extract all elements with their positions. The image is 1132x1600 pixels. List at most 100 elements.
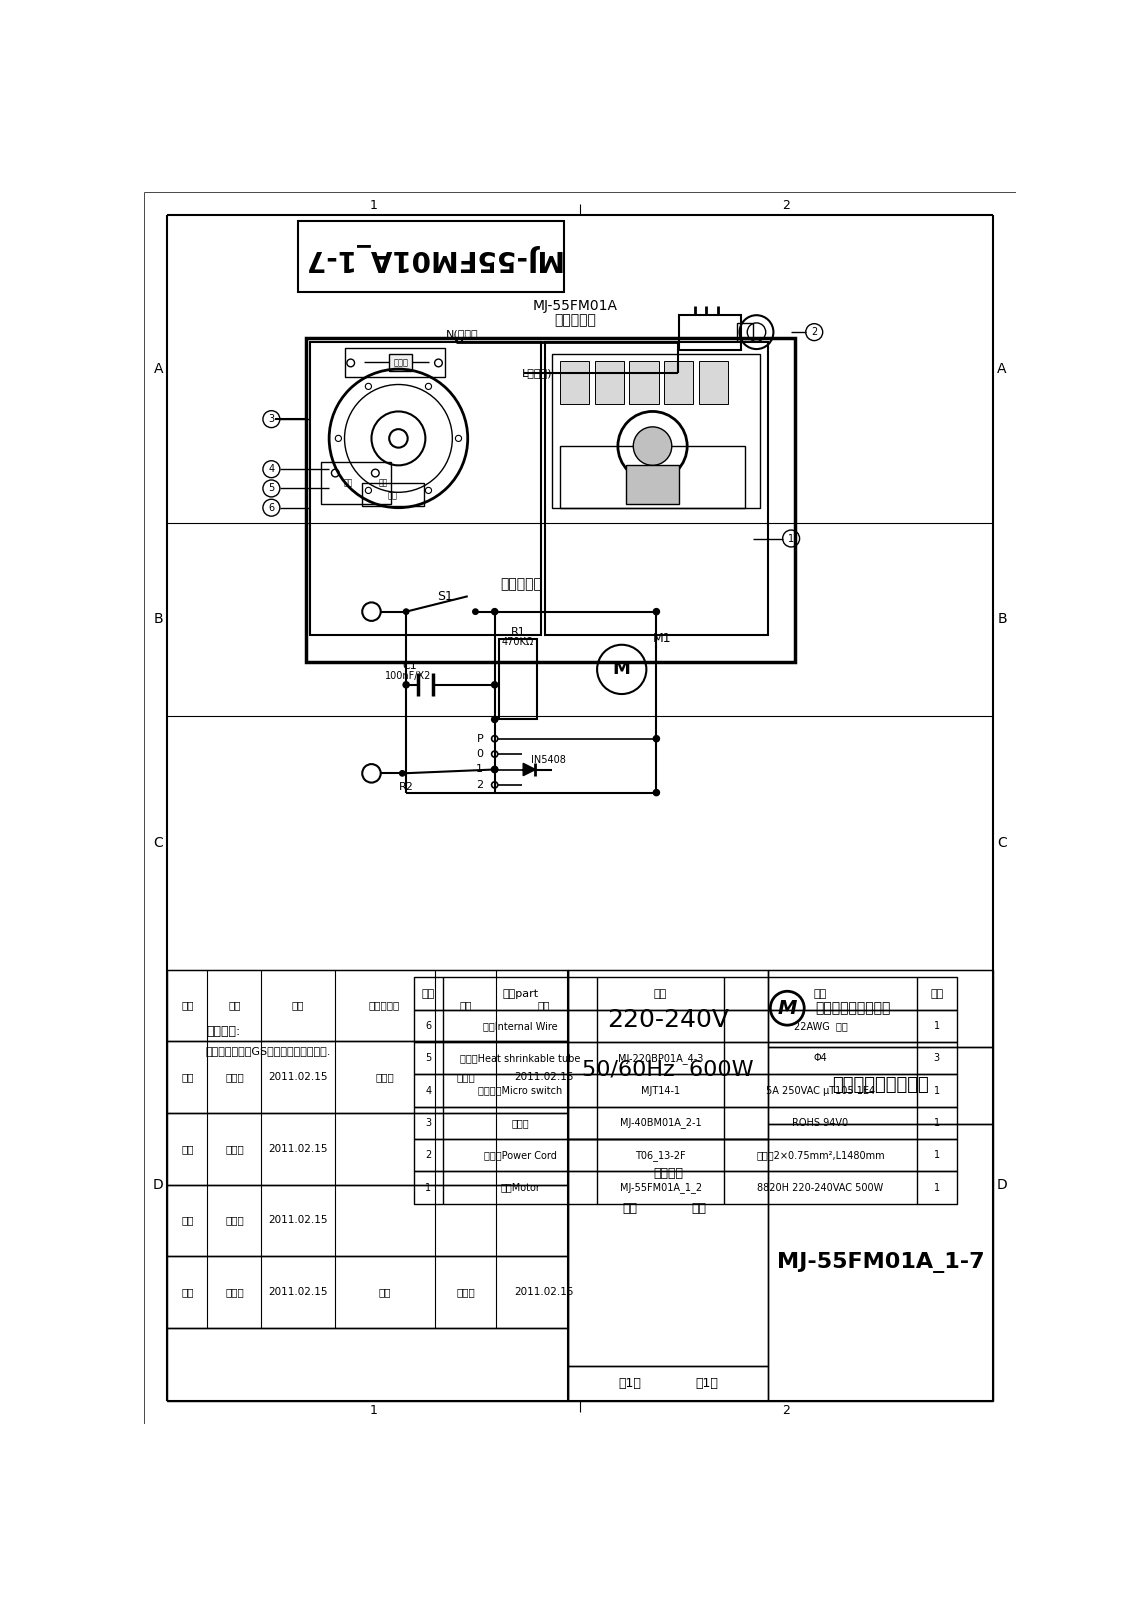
Text: 电路原理图及接线图: 电路原理图及接线图 bbox=[832, 1077, 929, 1094]
Bar bbox=[168, 970, 568, 1042]
Text: ROHS 94V0: ROHS 94V0 bbox=[792, 1118, 849, 1128]
Bar bbox=[344, 347, 445, 376]
Text: 序号: 序号 bbox=[422, 989, 435, 998]
Text: Φ4: Φ4 bbox=[814, 1053, 827, 1064]
Polygon shape bbox=[523, 763, 535, 776]
Text: 电路原理图: 电路原理图 bbox=[500, 578, 542, 592]
Text: 2011.02.15: 2011.02.15 bbox=[268, 1286, 327, 1298]
Bar bbox=[321, 461, 391, 504]
Bar bbox=[626, 466, 679, 504]
Bar bbox=[664, 362, 693, 403]
Bar bbox=[168, 1042, 568, 1114]
Bar bbox=[568, 1139, 767, 1366]
Bar bbox=[306, 338, 795, 662]
Text: 5: 5 bbox=[268, 483, 274, 493]
Text: D: D bbox=[997, 1178, 1007, 1192]
Text: 工艺: 工艺 bbox=[181, 1286, 194, 1298]
Text: 标记: 标记 bbox=[181, 1000, 194, 1011]
Text: 6: 6 bbox=[426, 1021, 431, 1030]
Text: 1: 1 bbox=[934, 1150, 940, 1160]
Text: 袁振洋: 袁振洋 bbox=[225, 1072, 243, 1082]
Text: 470KΩ: 470KΩ bbox=[501, 637, 534, 648]
Text: 签名: 签名 bbox=[460, 1000, 472, 1011]
Text: C1: C1 bbox=[403, 661, 418, 670]
Circle shape bbox=[653, 608, 660, 614]
Text: 50/60Hz  600W: 50/60Hz 600W bbox=[582, 1059, 754, 1080]
Circle shape bbox=[389, 429, 408, 448]
Text: 2: 2 bbox=[782, 200, 790, 213]
Circle shape bbox=[492, 766, 497, 773]
Text: 阶段标记: 阶段标记 bbox=[653, 1168, 683, 1181]
Text: 电机Motor: 电机Motor bbox=[500, 1182, 540, 1192]
Circle shape bbox=[403, 682, 409, 688]
Text: 22AWG  棕色: 22AWG 棕色 bbox=[794, 1021, 847, 1030]
Circle shape bbox=[400, 771, 405, 776]
Text: 所有元件需符合GS认证中所要求的部件.: 所有元件需符合GS认证中所要求的部件. bbox=[206, 1045, 332, 1056]
Text: 图号: 图号 bbox=[654, 989, 667, 998]
Bar bbox=[362, 483, 423, 506]
Text: MJT14-1: MJT14-1 bbox=[641, 1085, 680, 1096]
Text: IN5408: IN5408 bbox=[531, 755, 566, 765]
Text: MJ-55FM01A_1_2: MJ-55FM01A_1_2 bbox=[619, 1182, 702, 1194]
Text: 100nF/X2: 100nF/X2 bbox=[385, 670, 431, 680]
Text: 名称part: 名称part bbox=[501, 989, 538, 998]
Text: MJ-55FM01A_1-7: MJ-55FM01A_1-7 bbox=[777, 1251, 984, 1274]
Text: 4: 4 bbox=[426, 1085, 431, 1096]
Text: L（火线): L（火线) bbox=[522, 368, 552, 378]
Text: 电圈: 电圈 bbox=[388, 491, 398, 499]
Text: 电路接线图: 电路接线图 bbox=[555, 314, 597, 326]
Text: M1: M1 bbox=[652, 632, 671, 645]
Text: 1: 1 bbox=[370, 1403, 378, 1416]
Bar bbox=[310, 342, 541, 635]
Text: 5A 250VAC μT105 1E4: 5A 250VAC μT105 1E4 bbox=[766, 1085, 875, 1096]
Text: 设计: 设计 bbox=[181, 1072, 194, 1082]
Text: M: M bbox=[612, 661, 631, 678]
Text: 电源线Power Cord: 电源线Power Cord bbox=[483, 1150, 557, 1160]
Text: 3: 3 bbox=[268, 414, 274, 424]
Circle shape bbox=[403, 610, 409, 614]
Bar bbox=[594, 362, 624, 403]
Text: R1: R1 bbox=[511, 627, 525, 637]
Text: A: A bbox=[154, 362, 163, 376]
Text: 2011.02.15: 2011.02.15 bbox=[514, 1286, 573, 1298]
Bar bbox=[414, 1042, 957, 1075]
Bar bbox=[679, 315, 741, 350]
Circle shape bbox=[473, 610, 478, 614]
Text: 5: 5 bbox=[426, 1053, 431, 1064]
Text: 微动开关Micro switch: 微动开关Micro switch bbox=[478, 1085, 563, 1096]
Text: 批准: 批准 bbox=[378, 1286, 391, 1298]
Bar bbox=[698, 362, 728, 403]
Bar bbox=[544, 342, 767, 635]
Text: 比例: 比例 bbox=[692, 1202, 706, 1214]
Bar bbox=[414, 1171, 957, 1203]
Text: MJ-40BM01A_2-1: MJ-40BM01A_2-1 bbox=[620, 1117, 702, 1128]
Text: MJ-220BP01A_4-3: MJ-220BP01A_4-3 bbox=[618, 1053, 703, 1064]
Text: 6: 6 bbox=[268, 502, 274, 512]
Text: 2011.02.15: 2011.02.15 bbox=[268, 1216, 327, 1226]
Bar bbox=[767, 970, 993, 1046]
Bar bbox=[629, 362, 659, 403]
Circle shape bbox=[633, 427, 671, 466]
Text: 用量: 用量 bbox=[931, 989, 943, 998]
Text: 彭元鹏: 彭元鹏 bbox=[225, 1286, 243, 1298]
Bar bbox=[767, 1046, 993, 1123]
Text: C: C bbox=[997, 835, 1007, 850]
Text: A: A bbox=[997, 362, 1006, 376]
Bar bbox=[168, 1256, 568, 1328]
Text: 2011.02.15: 2011.02.15 bbox=[268, 1072, 327, 1082]
Text: 220-240V: 220-240V bbox=[607, 1008, 729, 1032]
Text: B: B bbox=[153, 613, 163, 626]
Bar bbox=[414, 1107, 957, 1139]
Text: 2: 2 bbox=[812, 326, 817, 338]
Text: MJ-55FM01A_1-7: MJ-55FM01A_1-7 bbox=[301, 243, 560, 270]
Bar bbox=[737, 323, 753, 341]
Text: 处数: 处数 bbox=[229, 1000, 241, 1011]
Text: 3: 3 bbox=[426, 1118, 431, 1128]
Text: 0: 0 bbox=[477, 749, 483, 758]
Text: 2: 2 bbox=[426, 1150, 431, 1160]
Text: 引线Internal Wire: 引线Internal Wire bbox=[482, 1021, 557, 1030]
Text: 更改文件号: 更改文件号 bbox=[369, 1000, 401, 1011]
Circle shape bbox=[491, 608, 498, 614]
Text: 3: 3 bbox=[934, 1053, 940, 1064]
Text: M: M bbox=[778, 998, 797, 1018]
